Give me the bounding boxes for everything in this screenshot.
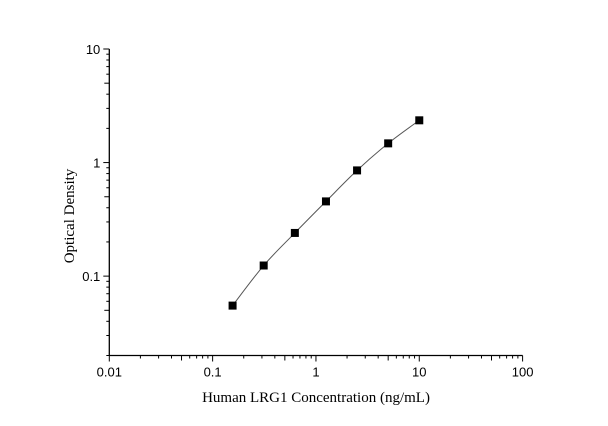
x-tick-label: 100: [512, 365, 534, 380]
data-point: [321, 197, 330, 206]
x-tick-label: 1: [312, 365, 319, 380]
x-tick-label: 10: [412, 365, 426, 380]
data-point: [290, 228, 299, 237]
fitted-curve: [232, 119, 420, 306]
data-point: [415, 116, 424, 125]
x-axis-label: Human LRG1 Concentration (ng/mL): [202, 390, 430, 406]
data-point: [228, 301, 237, 310]
y-axis-label: Optical Density: [62, 168, 78, 263]
y-tick-label: 10: [86, 42, 100, 57]
data-point: [353, 166, 362, 175]
y-tick-label: 1: [93, 156, 100, 171]
data-points: [228, 116, 424, 310]
y-tick-label: 0.1: [82, 269, 100, 284]
ticks: 0.01 0.1 1 10 100 0.1 1 10: [82, 42, 533, 380]
data-point: [259, 261, 268, 270]
axes: [108, 49, 523, 357]
data-point: [384, 139, 393, 148]
x-tick-label: 0.01: [97, 365, 122, 380]
x-tick-label: 0.1: [204, 365, 222, 380]
